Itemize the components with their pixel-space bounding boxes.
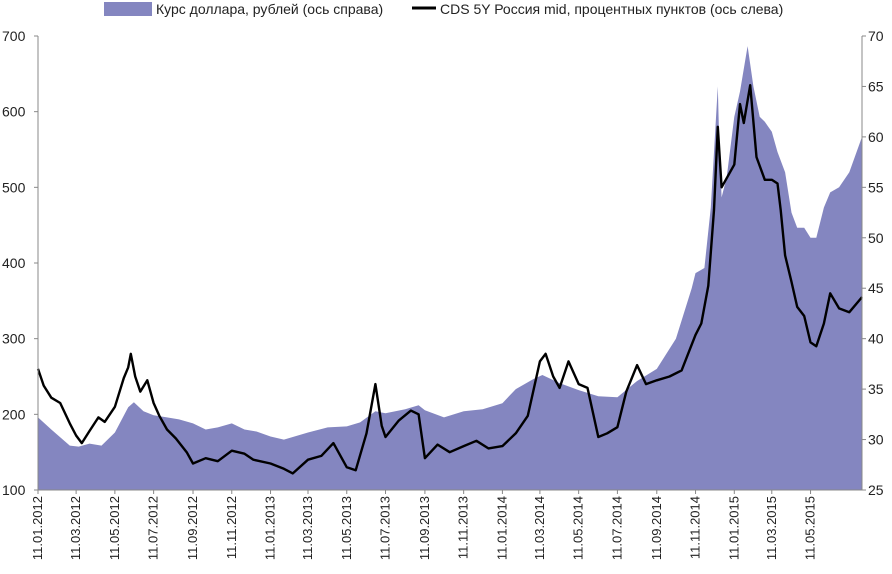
y-right-tick-label: 30: [868, 432, 884, 448]
x-tick-label: 11.01.2014: [494, 496, 509, 560]
y-left-tick-label: 400: [2, 255, 26, 271]
x-tick-label: 11.01.2015: [726, 496, 741, 560]
y-left-tick-label: 700: [2, 28, 26, 44]
legend: Курс доллара, рублей (ось справа) CDS 5Y…: [104, 1, 783, 17]
x-tick-label: 11.11.2012: [224, 496, 239, 559]
y-axis-right-ticks: 25 30 35 40 45 50 55 60 65 70: [862, 28, 884, 498]
x-tick-label: 11.09.2013: [417, 496, 432, 560]
x-tick-label: 11.09.2014: [649, 496, 664, 560]
x-tick-label: 11.03.2012: [68, 496, 83, 560]
y-right-tick-label: 25: [868, 482, 884, 498]
x-tick-label: 11.03.2015: [764, 496, 779, 560]
y-right-tick-label: 55: [868, 179, 884, 195]
y-right-tick-label: 60: [868, 129, 884, 145]
x-tick-label: 11.05.2012: [107, 496, 122, 560]
y-left-tick-label: 200: [2, 406, 26, 422]
x-tick-label: 11.01.2012: [30, 496, 45, 560]
y-right-tick-label: 45: [868, 280, 884, 296]
y-left-tick-label: 300: [2, 331, 26, 347]
y-right-tick-label: 70: [868, 28, 884, 44]
legend-label-cds: CDS 5Y Россия mid, процентных пунктов (о…: [440, 1, 783, 17]
x-tick-label: 11.07.2013: [378, 496, 393, 560]
y-right-tick-label: 35: [868, 381, 884, 397]
x-tick-label: 11.09.2012: [185, 496, 200, 560]
x-tick-label: 11.05.2015: [803, 496, 818, 560]
x-tick-label: 11.11.2013: [456, 496, 471, 559]
x-tick-label: 11.03.2013: [300, 496, 315, 560]
y-left-tick-label: 500: [2, 179, 26, 195]
x-tick-label: 11.01.2013: [263, 496, 278, 560]
series-cds-line: [36, 84, 863, 475]
plot-area: [36, 36, 863, 491]
x-tick-label: 11.05.2013: [339, 496, 354, 560]
y-right-tick-label: 65: [868, 78, 884, 94]
x-tick-label: 11.11.2014: [688, 496, 703, 559]
y-right-tick-label: 40: [868, 331, 884, 347]
legend-swatch-usd: [104, 2, 152, 16]
legend-label-usd: Курс доллара, рублей (ось справа): [156, 1, 383, 17]
series-usd-area: [38, 46, 862, 490]
x-tick-label: 11.03.2014: [532, 496, 547, 560]
x-tick-label: 11.05.2014: [571, 496, 586, 560]
y-left-tick-label: 600: [2, 104, 26, 120]
x-tick-label: 11.07.2014: [609, 496, 624, 560]
x-tick-label: 11.07.2012: [146, 496, 161, 560]
y-left-tick-label: 100: [2, 482, 26, 498]
y-right-tick-label: 50: [868, 230, 884, 246]
y-axis-left-ticks: 100 200 300 400 500 600 700: [2, 28, 38, 498]
x-axis-ticks: 11.01.2012 11.03.2012 11.05.2012 11.07.2012…: [30, 490, 818, 560]
